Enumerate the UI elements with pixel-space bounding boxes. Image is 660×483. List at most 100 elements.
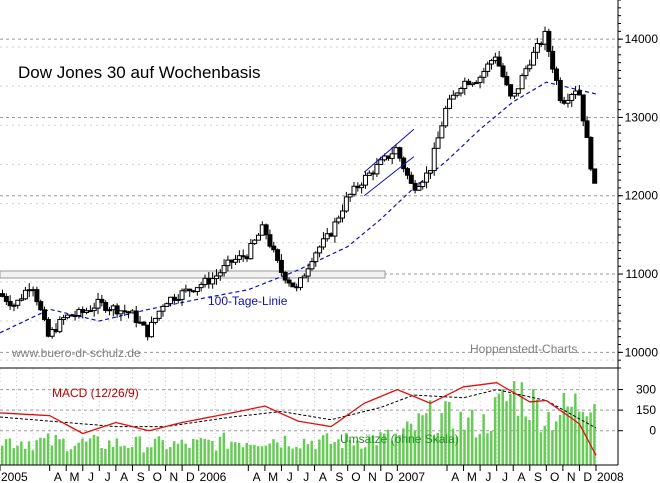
price-candle (481, 70, 487, 78)
price-candle (515, 88, 521, 94)
volume-bar (161, 440, 164, 465)
volume-bar (81, 438, 84, 465)
price-candle (0, 293, 5, 297)
volume-bar (62, 438, 65, 465)
volume-bar (375, 445, 378, 465)
volume-bar (260, 446, 264, 465)
volume-bar (23, 448, 27, 465)
volume-bar (73, 445, 77, 465)
volume-bar (12, 448, 15, 465)
price-candle (477, 76, 483, 84)
price-candle (217, 272, 223, 277)
volume-bar (516, 415, 520, 465)
volume-bar (207, 439, 210, 465)
price-candle (99, 298, 105, 304)
volume-bar (394, 433, 398, 465)
volume-bar (146, 447, 149, 465)
volume-bar (543, 425, 547, 465)
ma-100-line (0, 81, 597, 334)
volume-bar (505, 401, 508, 465)
price-candle (378, 159, 384, 165)
volume-bar (245, 442, 249, 465)
volume-bar (203, 438, 206, 465)
price-candle (584, 120, 590, 138)
volume-bar (302, 438, 306, 465)
volume-bar (115, 438, 119, 465)
volume-bar (176, 443, 180, 465)
price-candle (213, 275, 219, 280)
volume-bar (237, 443, 241, 465)
price-candle (57, 319, 63, 333)
volume-bar (92, 434, 96, 465)
volume-bar (390, 440, 394, 465)
volume-bar (478, 434, 482, 465)
macd-lines (0, 382, 597, 456)
volume-bar (451, 428, 455, 465)
volume-bar (276, 442, 279, 465)
price-candle (179, 290, 185, 300)
price-candle (114, 305, 120, 315)
volume-bar (272, 439, 275, 465)
price-candle (298, 277, 303, 288)
volume-bar (69, 449, 73, 465)
price-candle (416, 186, 422, 191)
price-candle (61, 317, 67, 321)
volume-bar (172, 441, 176, 465)
volume-bar (283, 435, 287, 465)
x-tick-label: A (319, 470, 327, 483)
x-tick-label: O (153, 470, 162, 483)
price-candle (343, 196, 349, 212)
price-candle (141, 321, 147, 326)
volume-bar (593, 404, 596, 465)
volume-bar (428, 400, 432, 465)
volume-bar (192, 438, 195, 465)
volume-bar (142, 452, 145, 465)
volume-bar (199, 437, 203, 465)
price-candle (519, 75, 525, 90)
volume-bar (547, 411, 550, 465)
volume-bar (520, 382, 524, 465)
price-candle (362, 174, 368, 186)
volume-bar (363, 447, 367, 465)
volume-bar (333, 441, 336, 465)
macd-tick-label: 150 (636, 403, 656, 417)
volume-bar (130, 447, 134, 465)
x-tick-label: M (268, 470, 278, 483)
volume-bar (470, 409, 474, 465)
price-candle (149, 321, 154, 338)
volume-bar (341, 448, 344, 465)
price-candle (531, 51, 537, 66)
y-axis: 10000 11000 12000 13000 14000 (618, 0, 659, 369)
volume-bar (195, 439, 199, 465)
trend-channel (363, 128, 415, 197)
macd-tick-label: 0 (649, 424, 656, 438)
volume-bar (20, 441, 23, 465)
price-candle (534, 43, 540, 53)
watermark-left: www.buero-dr-schulz.de (11, 346, 141, 360)
volume-label: Umsätze (ohne Skala) (340, 432, 459, 446)
price-candle (557, 79, 563, 102)
price-candle (450, 94, 456, 100)
price-candle (309, 261, 315, 270)
y-tick-label: 12000 (625, 189, 659, 203)
volume-bar (581, 411, 585, 465)
volume-bar (421, 415, 424, 465)
x-tick-label: O (550, 470, 559, 483)
volume-bar (436, 432, 440, 465)
x-tick-label: J (287, 470, 293, 483)
price-candle (301, 275, 307, 279)
x-tick-label: M (467, 470, 477, 483)
volume-bar (50, 445, 54, 465)
price-grid (0, 38, 618, 361)
volume-bar (585, 416, 589, 465)
x-tick-label: J (485, 470, 491, 483)
volume-bar (234, 442, 237, 465)
volume-bar (532, 389, 535, 465)
volume-bar (127, 448, 130, 465)
x-tick-label: 2008 (597, 470, 624, 483)
volume-bar (490, 430, 493, 465)
volume-bar (383, 433, 386, 465)
x-tick-label: M (70, 470, 80, 483)
price-candle (19, 298, 25, 301)
